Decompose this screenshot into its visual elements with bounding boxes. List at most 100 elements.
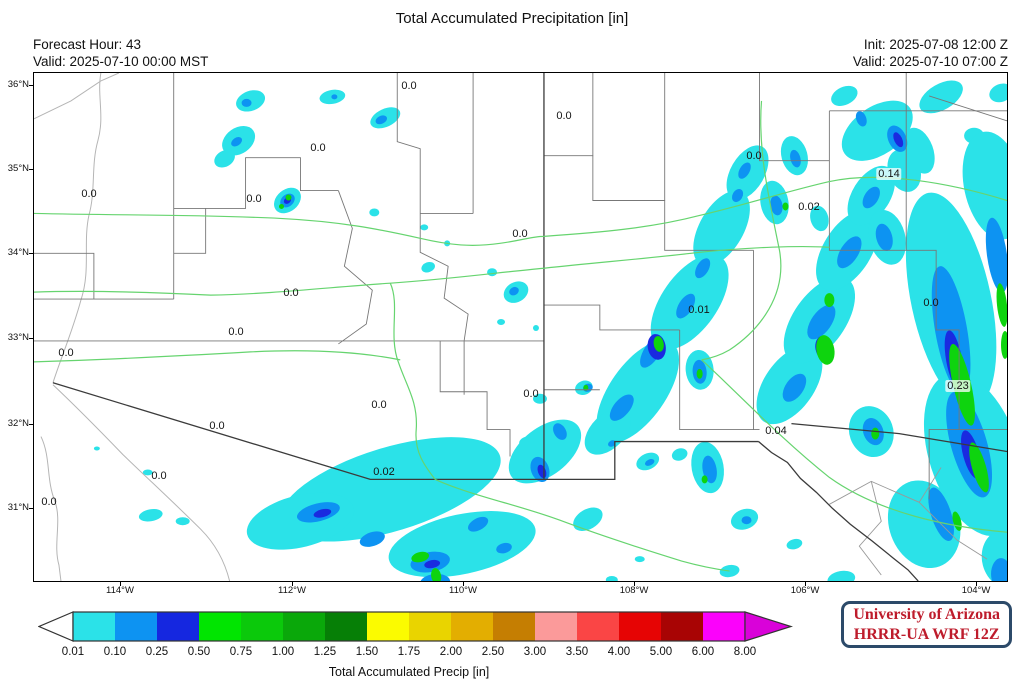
colorbar-segment bbox=[577, 612, 620, 641]
precip-value-label: 0.0 bbox=[746, 150, 762, 162]
county-boundaries-layer bbox=[34, 73, 1007, 576]
colorbar-underflow-arrow bbox=[38, 611, 74, 642]
valid-utc-text: Valid: 2025-07-10 07:00 Z bbox=[852, 54, 1008, 69]
precip-value-label: 0.0 bbox=[151, 470, 167, 482]
map-art bbox=[34, 73, 1007, 581]
precip-value-label: 0.04 bbox=[765, 425, 787, 437]
colorbar-tick-label: 3.00 bbox=[523, 646, 547, 658]
lon-tick-mark bbox=[292, 582, 293, 586]
precip-value-label: 0.0 bbox=[283, 287, 299, 299]
colorbar-tick-label: 0.50 bbox=[187, 646, 211, 658]
lat-tick-label: 36°N bbox=[7, 79, 29, 90]
precip-value-label: 0.01 bbox=[688, 304, 710, 316]
lat-tick-label: 35°N bbox=[7, 163, 29, 174]
colorbar-segment bbox=[115, 612, 158, 641]
colorbar-tick-label: 5.00 bbox=[649, 646, 673, 658]
coastline-layer bbox=[34, 73, 231, 581]
lat-tick-mark bbox=[29, 424, 33, 425]
lat-tick-label: 32°N bbox=[7, 418, 29, 429]
lon-tick-mark bbox=[463, 582, 464, 586]
colorbar-tick-label: 6.00 bbox=[691, 646, 715, 658]
credit-box: University of Arizona HRRR-UA WRF 12Z bbox=[841, 601, 1012, 648]
valid-local-text: Valid: 2025-07-10 00:00 MST bbox=[33, 54, 209, 69]
lon-tick-label: 112°W bbox=[278, 585, 306, 596]
colorbar-segment bbox=[535, 612, 578, 641]
lon-tick-label: 114°W bbox=[106, 585, 134, 596]
lat-tick-mark bbox=[29, 169, 33, 170]
precip-value-label: 0.14 bbox=[876, 168, 902, 180]
figure-title: Total Accumulated Precipitation [in] bbox=[395, 10, 629, 27]
lon-tick-label: 108°W bbox=[619, 585, 649, 596]
colorbar-tick-label: 1.25 bbox=[313, 646, 337, 658]
precip-value-label: 0.0 bbox=[228, 326, 244, 338]
precip-value-label: 0.0 bbox=[523, 388, 539, 400]
colorbar-segment bbox=[283, 612, 326, 641]
lon-tick-mark bbox=[634, 582, 635, 586]
precip-value-label: 0.0 bbox=[371, 399, 387, 411]
precip-value-label: 0.0 bbox=[923, 297, 939, 309]
colorbar-tick-label: 1.75 bbox=[397, 646, 421, 658]
highway-layer bbox=[34, 100, 1007, 572]
precip-moderate-layer bbox=[231, 94, 1007, 581]
forecast-info-left: Forecast Hour: 43 Valid: 2025-07-10 00:0… bbox=[33, 36, 208, 70]
colorbar-tick-label: 2.50 bbox=[481, 646, 505, 658]
map-panel: 0.0 0.0 0.0 0.0 0.0 0.0 0.0 0.14 0.02 0.01 0.0 0.0 0… bbox=[33, 72, 1008, 582]
colorbar-segment bbox=[241, 612, 284, 641]
precip-value-label: 0.0 bbox=[310, 142, 326, 154]
precip-value-label: 0.0 bbox=[41, 496, 57, 508]
colorbar-segment bbox=[199, 612, 242, 641]
colorbar-overflow-arrow bbox=[744, 611, 793, 642]
colorbar-segment bbox=[157, 612, 200, 641]
lat-tick-mark bbox=[29, 338, 33, 339]
lat-tick-label: 34°N bbox=[7, 247, 29, 258]
colorbar-segment bbox=[73, 612, 116, 641]
init-utc-text: Init: 2025-07-08 12:00 Z bbox=[863, 37, 1008, 52]
precip-value-label: 0.0 bbox=[556, 110, 572, 122]
state-boundaries-layer bbox=[52, 73, 1007, 581]
colorbar-tick-label: 0.75 bbox=[229, 646, 253, 658]
colorbar-tick-label: 8.00 bbox=[733, 646, 757, 658]
colorbar bbox=[38, 611, 793, 642]
colorbar-tick-label: 1.50 bbox=[355, 646, 379, 658]
colorbar-tick-label: 4.00 bbox=[607, 646, 631, 658]
precip-value-label: 0.0 bbox=[246, 193, 262, 205]
lat-tick-mark bbox=[29, 253, 33, 254]
colorbar-segment bbox=[451, 612, 494, 641]
forecast-info-right: Init: 2025-07-08 12:00 Z Valid: 2025-07-… bbox=[853, 36, 1008, 70]
lat-tick-label: 31°N bbox=[7, 502, 29, 513]
precip-value-label: 0.23 bbox=[945, 380, 971, 392]
precip-value-label: 0.0 bbox=[81, 188, 97, 200]
colorbar-segment bbox=[703, 612, 746, 641]
lon-tick-label: 104°W bbox=[961, 585, 991, 596]
precip-value-label: 0.0 bbox=[512, 228, 528, 240]
forecast-hour-text: Forecast Hour: 43 bbox=[33, 37, 142, 52]
lon-tick-label: 110°W bbox=[449, 585, 477, 596]
colorbar-segment bbox=[661, 612, 704, 641]
colorbar-segment bbox=[619, 612, 662, 641]
precip-value-label: 0.02 bbox=[798, 201, 820, 213]
lon-tick-mark bbox=[120, 582, 121, 586]
colorbar-tick-label: 1.00 bbox=[271, 646, 295, 658]
lon-tick-mark bbox=[805, 582, 806, 586]
precip-value-label: 0.0 bbox=[209, 420, 225, 432]
colorbar-tick-label: 3.50 bbox=[565, 646, 589, 658]
colorbar-tick-label: 0.01 bbox=[61, 646, 85, 658]
lat-tick-label: 33°N bbox=[7, 332, 29, 343]
colorbar-segment bbox=[409, 612, 452, 641]
colorbar-segment bbox=[367, 612, 410, 641]
colorbar-tick-label: 0.25 bbox=[145, 646, 169, 658]
colorbar-tick-label: 0.10 bbox=[103, 646, 127, 658]
lat-tick-mark bbox=[29, 85, 33, 86]
precip-value-label: 0.02 bbox=[373, 466, 395, 478]
lon-tick-mark bbox=[976, 582, 977, 586]
colorbar-tick-label: 2.00 bbox=[439, 646, 463, 658]
credit-line2: HRRR-UA WRF 12Z bbox=[853, 625, 1000, 643]
credit-line1: University of Arizona bbox=[853, 606, 1000, 623]
colorbar-label: Total Accumulated Precip [in] bbox=[328, 665, 490, 679]
lon-tick-label: 106°W bbox=[790, 585, 820, 596]
lat-tick-mark bbox=[29, 508, 33, 509]
colorbar-segment bbox=[325, 612, 368, 641]
precip-value-label: 0.0 bbox=[58, 347, 74, 359]
precip-value-label: 0.0 bbox=[401, 80, 417, 92]
